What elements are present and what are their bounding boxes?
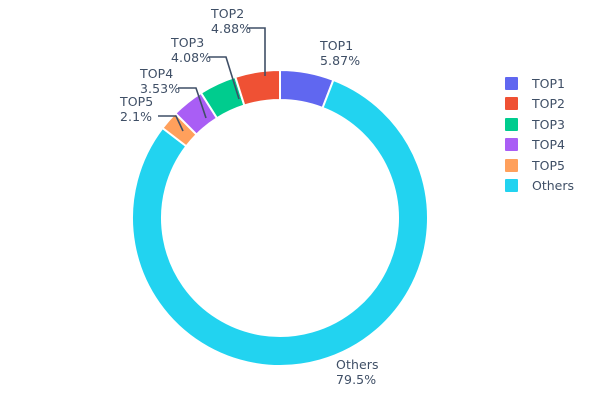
leader-line-top4: [178, 87, 207, 119]
legend-swatch-top3: [505, 117, 518, 131]
callout-value-top2: 4.88%: [211, 21, 252, 36]
callout-value-top5: 2.1%: [120, 109, 153, 124]
callout-name-top4: TOP4: [140, 66, 174, 81]
legend-item-top2[interactable]: TOP2: [505, 94, 595, 115]
legend-label-others: Others: [532, 178, 575, 194]
callout-top4: TOP4 3.53%: [140, 66, 180, 96]
donut-slices: [131, 68, 429, 367]
callout-top1: TOP1 5.87%: [320, 38, 360, 68]
callout-leader-lines: [158, 27, 266, 132]
legend-swatch-top5: [505, 158, 518, 172]
legend-item-others[interactable]: Others: [505, 176, 595, 197]
legend-label-top3: TOP3: [532, 116, 565, 132]
callout-name-top2: TOP2: [211, 6, 245, 21]
leader-line-top2: [247, 27, 266, 76]
callout-top5: TOP5 2.1%: [120, 94, 153, 124]
legend-label-top5: TOP5: [532, 157, 565, 173]
legend-label-top4: TOP4: [532, 137, 565, 153]
legend-swatch-top4: [505, 138, 518, 152]
callout-value-top4: 3.53%: [140, 81, 181, 96]
legend-item-top3[interactable]: TOP3: [505, 114, 595, 135]
legend-swatch-top2: [505, 97, 518, 111]
callout-value-others: 79.5%: [336, 372, 377, 387]
callout-name-others: Others: [336, 357, 379, 372]
leader-line-top3: [208, 56, 240, 100]
callout-value-top3: 4.08%: [171, 50, 212, 65]
callout-name-top3: TOP3: [171, 35, 205, 50]
callout-name-top5: TOP5: [120, 94, 154, 109]
legend-item-top1[interactable]: TOP1: [505, 73, 595, 94]
callout-value-top1: 5.87%: [320, 53, 361, 68]
callout-others: Others 79.5%: [336, 357, 379, 387]
leader-line-top5: [158, 115, 184, 132]
legend-swatch-others: [505, 179, 518, 193]
callout-top2: TOP2 4.88%: [211, 6, 251, 36]
legend-item-top5[interactable]: TOP5: [505, 155, 595, 176]
donut-slice-others[interactable]: [131, 78, 429, 367]
legend-label-top1: TOP1: [532, 75, 565, 91]
callout-top3: TOP3 4.08%: [171, 35, 211, 65]
donut-slice-top2[interactable]: [234, 68, 281, 107]
legend-label-top2: TOP2: [532, 96, 565, 112]
legend-item-top4[interactable]: TOP4: [505, 135, 595, 156]
chart-legend: TOP1 TOP2 TOP3 TOP4 TOP5 Others: [505, 73, 595, 196]
callout-name-top1: TOP1: [320, 38, 354, 53]
legend-swatch-top1: [505, 76, 518, 90]
